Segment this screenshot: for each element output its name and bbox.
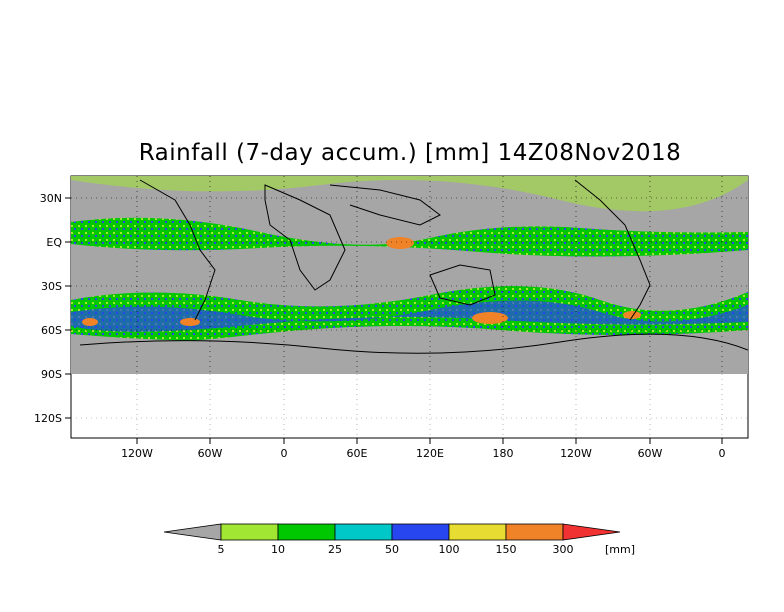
colorbar-bin [334, 523, 393, 541]
north-belt [71, 176, 748, 212]
colorbar-bin [448, 523, 507, 541]
colorbar-label: 100 [439, 543, 460, 556]
antarctic-region [71, 334, 748, 374]
colorbar-labels: 5 10 25 50 100 150 300 [mm] [218, 543, 636, 556]
colorbar-label: 10 [271, 543, 285, 556]
coastlines [79, 179, 748, 354]
itcz-band [71, 217, 748, 257]
colorbar-bin [220, 523, 279, 541]
x-tick-label: 120E [416, 447, 444, 460]
colorbar-above-arrow [562, 523, 621, 541]
colorbar-bin [391, 523, 450, 541]
x-tick-marks [136, 438, 723, 444]
graticule [71, 176, 748, 374]
x-tick-label: 180 [493, 447, 514, 460]
x-tick-label: 0 [719, 447, 726, 460]
colorbar-unit: [mm] [605, 543, 635, 556]
y-tick-label: EQ [46, 236, 62, 249]
x-tick-labels: 120W 60W 0 60E 120E 180 120W 60W 0 [121, 447, 725, 460]
x-tick-label: 60W [638, 447, 663, 460]
y-tick-label: 30S [41, 280, 62, 293]
x-tick-label: 60W [198, 447, 223, 460]
x-tick-label: 60E [347, 447, 368, 460]
colorbar-label: 150 [496, 543, 517, 556]
x-tick-label: 0 [281, 447, 288, 460]
colorbar [163, 523, 621, 541]
x-tick-label: 120W [121, 447, 153, 460]
y-tick-label: 60S [41, 324, 62, 337]
colorbar-label: 50 [385, 543, 399, 556]
extreme-rain-patch [472, 312, 508, 324]
y-tick-marks [65, 197, 71, 419]
colorbar-bin [505, 523, 564, 541]
extreme-rain-patch [82, 318, 98, 326]
y-tick-label: 120S [34, 412, 62, 425]
colorbar-label: 25 [328, 543, 342, 556]
lower-graticule [71, 374, 748, 438]
extreme-rain-patch [623, 311, 641, 319]
x-tick-label: 120W [560, 447, 592, 460]
colorbar-label: 300 [553, 543, 574, 556]
y-tick-label: 30N [40, 192, 62, 205]
rainfall-field [71, 176, 748, 374]
southern-heavy-rain [71, 300, 748, 332]
map-title: Rainfall (7-day accum.) [mm] 14Z08Nov201… [138, 140, 682, 166]
y-tick-label: 90S [41, 368, 62, 381]
colorbar-bin [277, 523, 336, 541]
colorbar-label: 5 [218, 543, 225, 556]
y-tick-labels: 30N EQ 30S 60S 90S 120S [34, 192, 62, 425]
extreme-rain-patch [180, 318, 200, 326]
colorbar-below-arrow [163, 523, 222, 541]
extreme-rain-patch [386, 237, 414, 249]
